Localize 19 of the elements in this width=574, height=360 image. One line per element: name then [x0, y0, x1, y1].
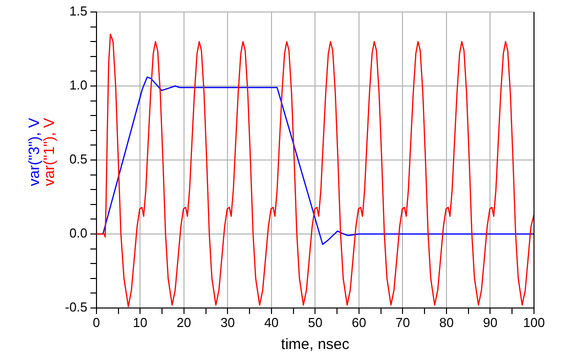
x-tick-label: 70	[395, 315, 410, 330]
y-tick-label: -0.5	[64, 300, 88, 315]
x-tick-label: 100	[523, 315, 545, 330]
y-tick-label: 0.0	[69, 226, 88, 241]
text: var("1"), V	[41, 118, 58, 186]
x-tick-label: 30	[220, 315, 235, 330]
x-tick-label: 60	[352, 315, 366, 330]
x-tick-label: 50	[308, 315, 322, 330]
x-tick-label: 0	[92, 315, 100, 330]
text: var("3"), V	[26, 118, 43, 186]
x-tick-label: 80	[439, 315, 454, 330]
y-tick-label: 1.0	[69, 78, 88, 93]
x-tick-label: 10	[132, 315, 148, 330]
x-tick-label: 90	[483, 315, 498, 330]
y-tick-label: 1.5	[69, 4, 88, 19]
x-tick-label: 40	[264, 315, 279, 330]
x-tick-label: 20	[176, 315, 192, 330]
y-tick-label: 0.5	[69, 152, 88, 167]
x-axis-title: time, nsec	[281, 336, 350, 354]
